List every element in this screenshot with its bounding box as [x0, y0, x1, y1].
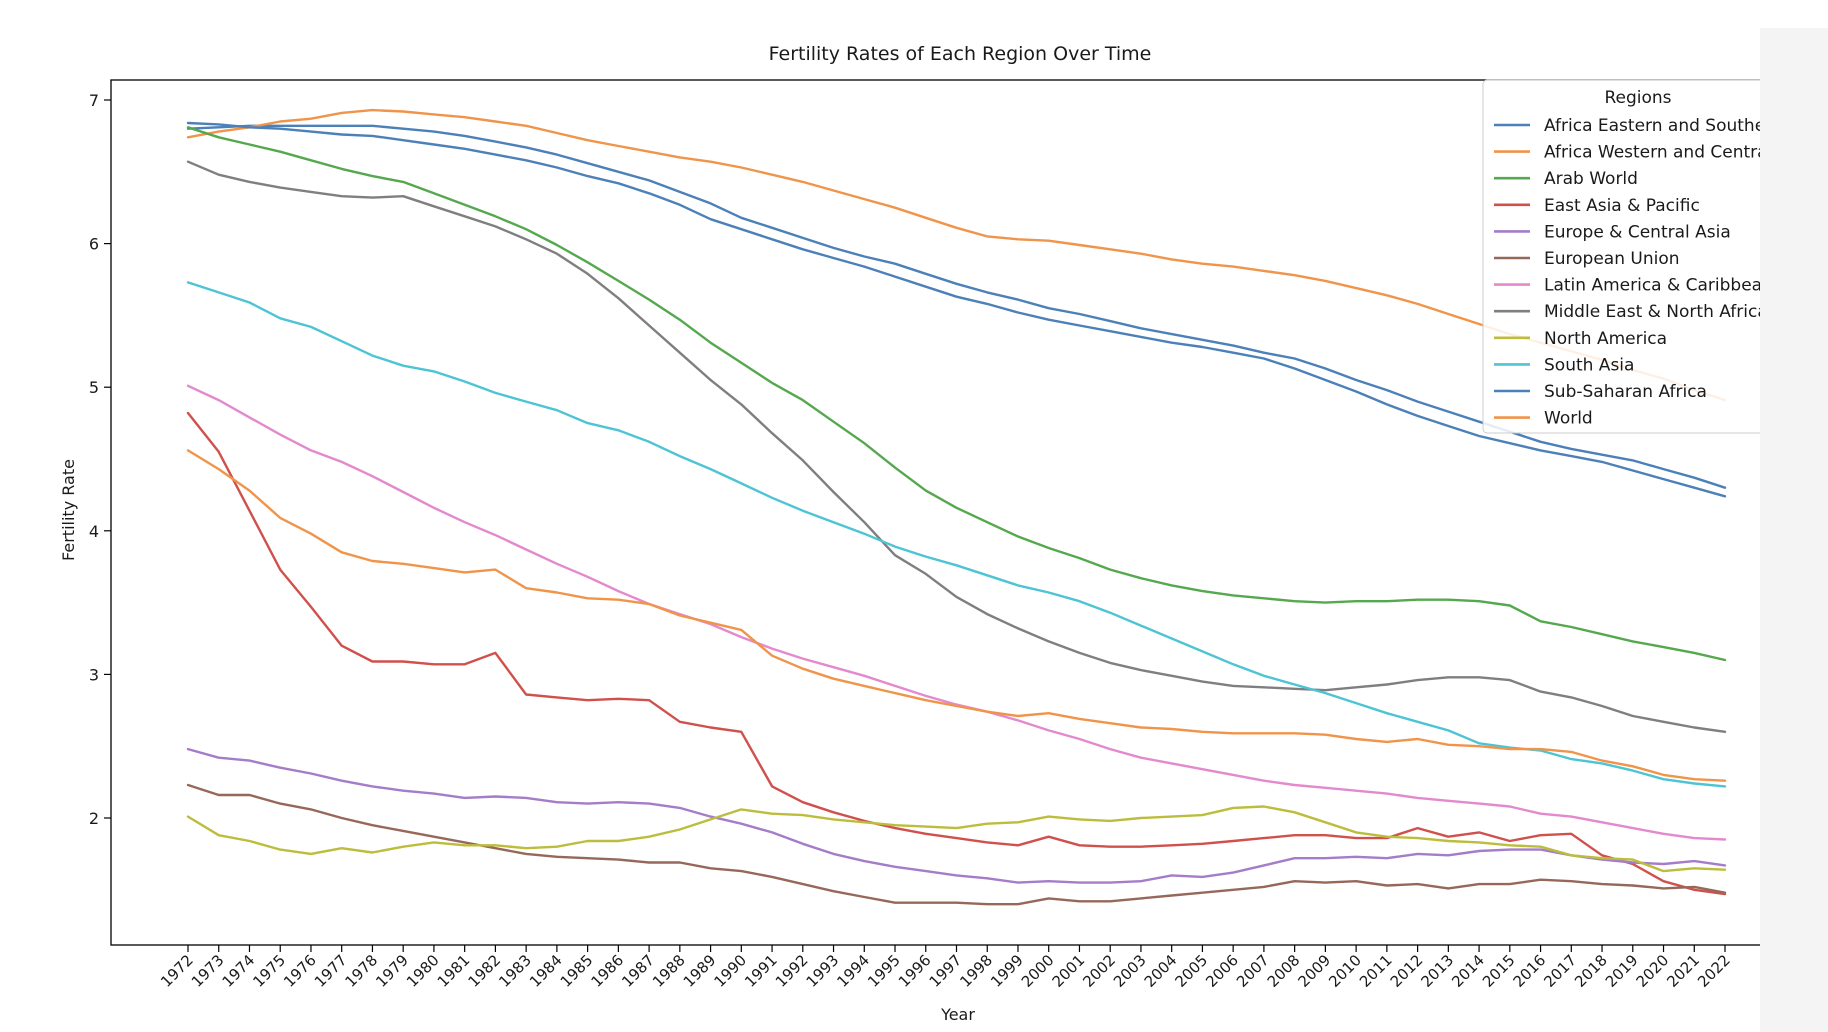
legend-label: Arab World — [1544, 169, 1638, 189]
x-tick-label: 2007 — [1233, 951, 1273, 991]
x-tick-label: 1980 — [403, 951, 443, 991]
legend: Regions Africa Eastern and SouthernAfric… — [1482, 79, 1760, 434]
legend-label: East Asia & Pacific — [1544, 196, 1700, 216]
x-tick-label: 2003 — [1110, 951, 1150, 991]
x-tick-label: 1982 — [464, 951, 504, 991]
x-tick-label: 2013 — [1417, 951, 1457, 991]
plot-area-frame — [110, 79, 1760, 946]
y-tick-label: 4 — [89, 522, 99, 541]
x-tick-label: 1994 — [833, 951, 873, 991]
legend-label: Middle East & North Africa — [1544, 302, 1760, 322]
x-tick-label: 1986 — [587, 951, 627, 991]
x-tick-label: 1998 — [956, 951, 996, 991]
y-tick-label: 3 — [89, 665, 99, 684]
x-tick-label: 2017 — [1540, 951, 1580, 991]
x-tick-label: 2008 — [1264, 951, 1304, 991]
x-axis: 1972197319741975197619771978197919801981… — [157, 945, 1734, 991]
series-line-european-union — [186, 783, 1727, 906]
x-tick-label: 1995 — [864, 951, 904, 991]
x-tick-label: 2015 — [1479, 951, 1519, 991]
y-tick-label: 6 — [89, 235, 99, 254]
x-tick-label: 2014 — [1448, 951, 1488, 991]
series-line-africa-eastern-and-southern — [186, 124, 1727, 489]
x-tick-label: 1993 — [803, 951, 843, 991]
x-tick-label: 2016 — [1510, 951, 1550, 991]
x-tick-label: 1981 — [434, 951, 474, 991]
x-tick-label: 1988 — [649, 951, 689, 991]
x-tick-label: 1978 — [342, 951, 382, 991]
series-line-europe-central-asia — [186, 747, 1727, 884]
legend-label: Sub-Saharan Africa — [1544, 382, 1707, 402]
x-tick-label: 1992 — [772, 951, 812, 991]
x-tick-label: 2002 — [1079, 951, 1119, 991]
y-tick-label: 2 — [89, 809, 99, 828]
legend-label: North America — [1544, 329, 1667, 349]
series-line-north-america — [186, 805, 1727, 873]
legend-items: Africa Eastern and Southern Africa Wester… — [1494, 116, 1760, 429]
series-line-arab-world — [186, 126, 1727, 662]
series-line-latin-america-caribbean — [186, 384, 1727, 841]
x-tick-label: 1975 — [249, 951, 289, 991]
legend-box — [1482, 79, 1760, 434]
legend-label: Latin America & Caribbean — [1544, 276, 1760, 296]
x-tick-label: 2006 — [1202, 951, 1242, 991]
y-axis: 2 3 4 5 6 7 — [89, 91, 111, 828]
x-tick-label: 1979 — [372, 951, 412, 991]
series-lines — [186, 108, 1727, 906]
x-axis-label: Year — [940, 1005, 975, 1024]
series-line-sub-saharan-africa — [186, 121, 1727, 498]
x-tick-label: 1989 — [680, 951, 720, 991]
legend-label: South Asia — [1544, 355, 1634, 375]
x-tick-label: 2019 — [1602, 951, 1642, 991]
x-tick-label: 2010 — [1325, 951, 1365, 991]
x-tick-label: 1983 — [495, 951, 535, 991]
x-tick-label: 2000 — [1018, 951, 1058, 991]
y-tick-label: 5 — [89, 378, 99, 397]
x-tick-label: 1977 — [311, 951, 351, 991]
legend-title: Regions — [1604, 88, 1671, 108]
series-line-south-asia — [186, 281, 1727, 788]
x-tick-label: 1972 — [157, 951, 197, 991]
x-tick-label: 2001 — [1049, 951, 1089, 991]
legend-label: Africa Eastern and Southern — [1544, 116, 1760, 136]
x-tick-label: 2021 — [1663, 951, 1703, 991]
fertility-line-chart: Fertility Rates of Each Region Over Time… — [59, 43, 1760, 1024]
x-tick-label: 2020 — [1633, 951, 1673, 991]
x-tick-label: 1999 — [987, 951, 1027, 991]
series-line-world — [186, 449, 1727, 782]
x-tick-label: 1985 — [557, 951, 597, 991]
x-tick-label: 2012 — [1387, 951, 1427, 991]
series-line-east-asia-pacific — [186, 411, 1727, 896]
x-tick-label: 2004 — [1141, 951, 1181, 991]
x-tick-label: 1991 — [741, 951, 781, 991]
series-line-middle-east-north-africa — [186, 160, 1727, 733]
x-tick-label: 2018 — [1571, 951, 1611, 991]
x-tick-label: 1984 — [526, 951, 566, 991]
x-tick-label: 1976 — [280, 951, 320, 991]
x-tick-label: 1990 — [710, 951, 750, 991]
x-tick-label: 1996 — [895, 951, 935, 991]
legend-label: World — [1544, 409, 1593, 429]
x-tick-label: 2005 — [1172, 951, 1212, 991]
x-tick-label: 2011 — [1356, 951, 1396, 991]
x-tick-label: 1973 — [188, 951, 228, 991]
series-line-africa-western-and-central — [186, 108, 1727, 402]
page-side-strip — [1760, 28, 1828, 1032]
x-tick-label: 2022 — [1694, 951, 1734, 991]
chart-title: Fertility Rates of Each Region Over Time — [769, 43, 1152, 65]
x-tick-label: 1997 — [926, 951, 966, 991]
y-axis-label: Fertility Rate — [59, 459, 78, 561]
legend-label: Europe & Central Asia — [1544, 222, 1731, 242]
y-tick-label: 7 — [89, 91, 99, 110]
legend-label: European Union — [1544, 249, 1680, 269]
legend-label: Africa Western and Central — [1544, 143, 1760, 163]
x-tick-label: 1974 — [219, 951, 259, 991]
x-tick-label: 2009 — [1294, 951, 1334, 991]
x-tick-label: 1987 — [618, 951, 658, 991]
